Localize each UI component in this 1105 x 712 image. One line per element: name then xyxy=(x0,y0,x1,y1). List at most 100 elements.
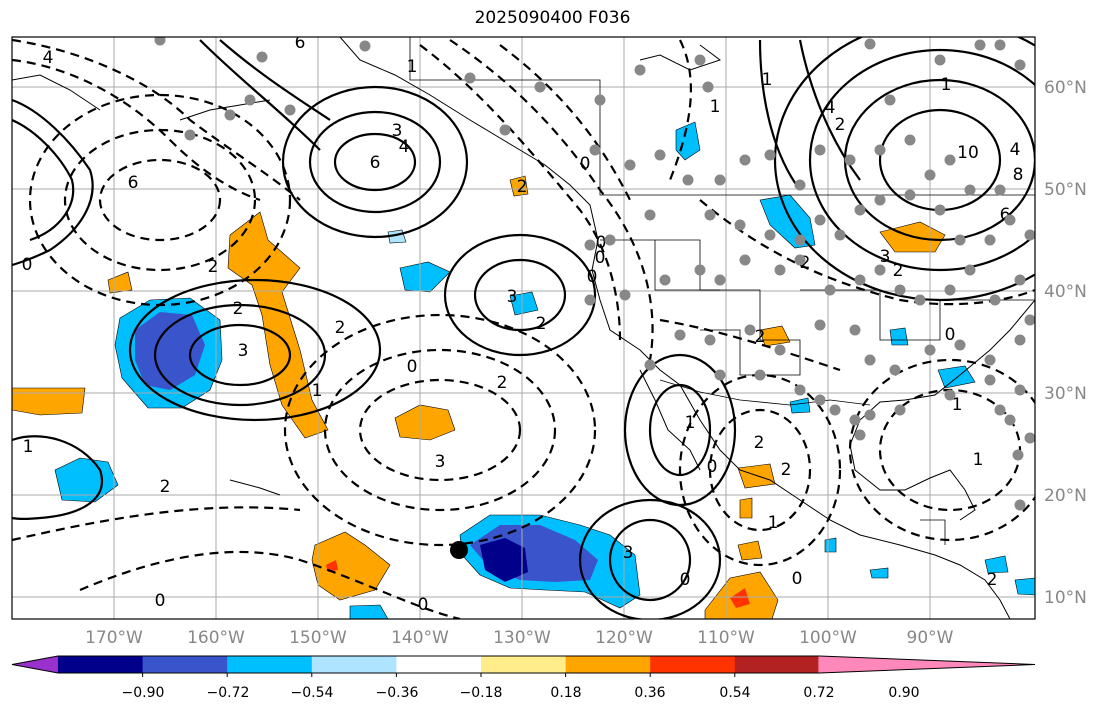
station-dot xyxy=(714,369,726,381)
contour-label: 2 xyxy=(208,257,219,277)
colorbar-extend-low xyxy=(12,656,59,673)
station-dot xyxy=(934,204,946,216)
station-dot xyxy=(874,194,886,206)
lon-label: 170°W xyxy=(85,628,143,648)
contour-label: 2 xyxy=(335,318,346,338)
station-dot xyxy=(814,394,826,406)
lat-label: 40°N xyxy=(1044,282,1087,302)
lon-label: 110°W xyxy=(697,628,755,648)
station-dot xyxy=(1012,449,1024,461)
contour-label: 1 xyxy=(973,450,984,470)
station-dot xyxy=(224,109,236,121)
station-dot xyxy=(864,38,876,50)
contour-label: 0 xyxy=(407,357,418,377)
contour-label: 0 xyxy=(595,248,606,268)
station-dot xyxy=(1004,214,1016,226)
station-dot xyxy=(829,404,841,416)
station-dot xyxy=(874,144,886,156)
contour-label: 0 xyxy=(945,325,956,345)
colorbar-swatch xyxy=(481,656,567,673)
colorbar-tick-label: −0.36 xyxy=(376,685,419,701)
station-dot xyxy=(589,144,601,156)
colorbar-swatch xyxy=(734,656,820,673)
contour-label: 1 xyxy=(952,395,963,415)
station-dot xyxy=(244,94,256,106)
station-dot xyxy=(284,104,296,116)
station-dot xyxy=(584,294,596,306)
station-dot xyxy=(734,219,746,231)
contour-label: 0 xyxy=(680,570,691,590)
station-dot xyxy=(1024,314,1035,326)
station-dot xyxy=(154,37,166,46)
contour-label: 0 xyxy=(580,154,591,174)
station-dot xyxy=(924,344,936,356)
station-dot xyxy=(854,274,866,286)
station-dot xyxy=(604,234,616,246)
station-dot xyxy=(1014,334,1026,346)
colorbar-tick-label: 0.18 xyxy=(550,685,581,701)
contour-label: 2 xyxy=(987,570,998,590)
colorbar-tick-label: 0.36 xyxy=(634,685,665,701)
colorbar-tick-label: −0.18 xyxy=(460,685,503,701)
station-dot xyxy=(974,39,986,51)
lon-label: 150°W xyxy=(289,628,347,648)
station-dot xyxy=(464,72,476,84)
station-dot xyxy=(944,154,956,166)
contour-label: 0 xyxy=(587,267,598,287)
station-dot xyxy=(1024,229,1035,241)
contour-label: 3 xyxy=(623,543,634,563)
station-dot xyxy=(774,264,786,276)
station-dot xyxy=(739,154,751,166)
station-dot xyxy=(1014,384,1026,396)
station-dot xyxy=(984,234,996,246)
station-dot xyxy=(984,374,996,386)
lon-label: 130°W xyxy=(493,628,551,648)
contour-label: 3 xyxy=(435,452,446,472)
station-dot xyxy=(864,409,876,421)
colorbar-swatch xyxy=(650,656,736,673)
lat-label: 60°N xyxy=(1044,78,1087,98)
station-dot xyxy=(704,334,716,346)
station-dot xyxy=(584,239,596,251)
contour-label: 2 xyxy=(517,177,528,197)
contour-label: 3 xyxy=(880,247,891,267)
lon-label: 120°W xyxy=(595,628,653,648)
contour-label: 0 xyxy=(792,569,803,589)
contour-label: 4 xyxy=(825,98,836,118)
station-dot xyxy=(794,179,806,191)
station-dot xyxy=(894,404,906,416)
contour-label: 6 xyxy=(370,153,381,173)
station-dot xyxy=(1014,274,1026,286)
station-dot xyxy=(764,149,776,161)
station-dot xyxy=(1004,414,1016,426)
colorbar-tick-label: 0.90 xyxy=(888,685,919,701)
station-dot xyxy=(984,354,996,366)
station-dot xyxy=(824,284,836,296)
station-dot xyxy=(702,81,714,93)
longitude-axis: 170°W 160°W 150°W 140°W 130°W 120°W 110°… xyxy=(85,628,954,648)
station-dot xyxy=(450,541,468,559)
station-dot xyxy=(849,324,861,336)
station-dot xyxy=(794,384,806,396)
contour-label: 1 xyxy=(762,70,773,90)
contour-label: 2 xyxy=(800,253,811,273)
station-dot xyxy=(964,264,976,276)
contour-label: 4 xyxy=(399,137,410,157)
contour-label: 2 xyxy=(536,314,547,334)
station-dot xyxy=(534,81,546,93)
colorbar-labels: −0.90 −0.72 −0.54 −0.36 −0.18 0.18 0.36 … xyxy=(122,685,920,701)
station-dot xyxy=(694,264,706,276)
lon-label: 140°W xyxy=(391,628,449,648)
station-dot xyxy=(1014,499,1026,511)
station-dot xyxy=(644,209,656,221)
contour-label: 2 xyxy=(781,460,792,480)
station-dot xyxy=(944,284,956,296)
station-dot xyxy=(894,284,906,296)
station-dot xyxy=(499,124,511,136)
contour-label: 8 xyxy=(1013,165,1024,185)
contour-label: 1 xyxy=(941,75,952,95)
contour-label: 10 xyxy=(957,143,979,163)
